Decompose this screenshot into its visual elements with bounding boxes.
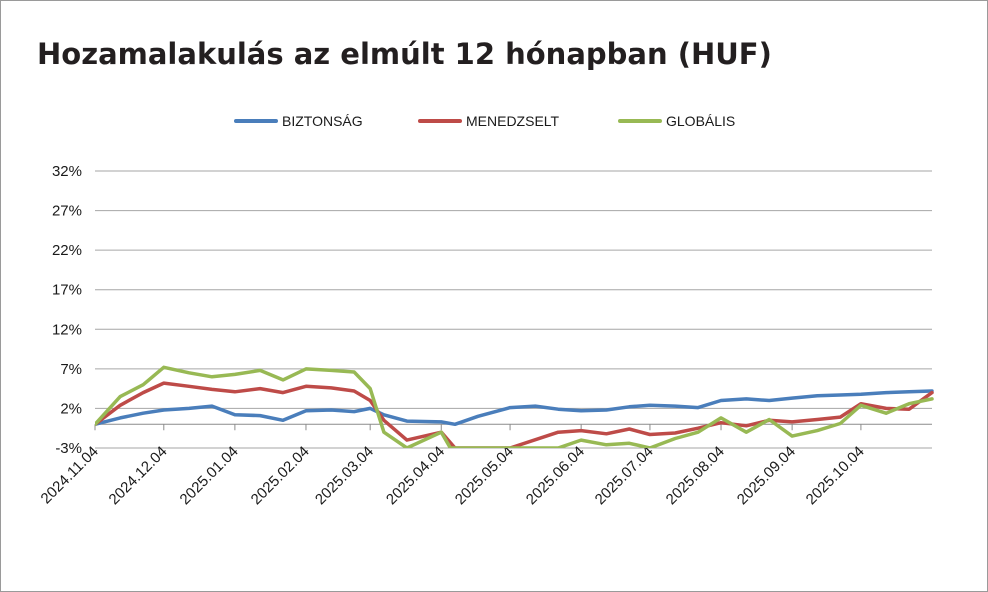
x-tick-label: 2024.12.04 bbox=[106, 443, 171, 508]
legend-label-2: MENEDZSELT bbox=[466, 113, 560, 129]
x-tick-label: 2025.06.04 bbox=[523, 443, 588, 508]
x-tick-label: 2025.10.04 bbox=[803, 443, 868, 508]
y-tick-label: -3% bbox=[55, 440, 82, 457]
y-tick-label: 2% bbox=[60, 400, 82, 417]
series-line-2 bbox=[95, 381, 934, 448]
x-tick-label: 2025.09.04 bbox=[734, 443, 799, 508]
x-tick-label: 2025.04.04 bbox=[383, 443, 448, 508]
y-tick-label: 32% bbox=[52, 163, 82, 180]
x-tick-label: 2025.01.04 bbox=[177, 443, 242, 508]
y-tick-label: 12% bbox=[52, 321, 82, 338]
y-tick-label: 17% bbox=[52, 282, 82, 299]
legend-label-3: GLOBÁLIS bbox=[666, 113, 735, 129]
chart-title: Hozamalakulás az elmúlt 12 hónapban (HUF… bbox=[37, 37, 772, 71]
y-tick-label: 7% bbox=[60, 361, 82, 378]
x-tick-label: 2025.03.04 bbox=[312, 443, 377, 508]
legend-label-1: BIZTONSÁG bbox=[282, 113, 363, 129]
series-line-3 bbox=[95, 365, 934, 448]
series-line-1 bbox=[95, 389, 934, 427]
x-tick-label: 2025.05.04 bbox=[452, 443, 517, 508]
x-tick-label: 2025.08.04 bbox=[663, 443, 728, 508]
y-tick-label: 22% bbox=[52, 242, 82, 259]
y-tick-label: 27% bbox=[52, 203, 82, 220]
x-tick-label: 2025.02.04 bbox=[248, 443, 313, 508]
x-tick-label: 2025.07.04 bbox=[592, 443, 657, 508]
